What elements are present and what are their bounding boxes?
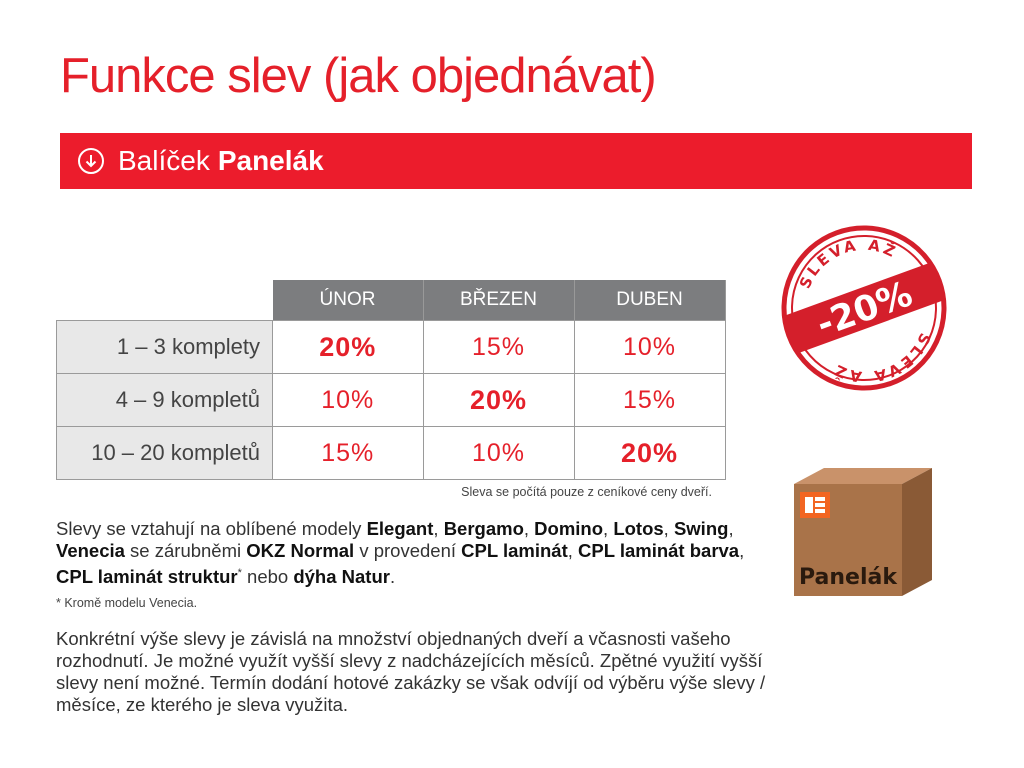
discount-stamp: SLEVA AŽ SLEVA AŽ -20%: [781, 222, 947, 394]
box-label: Panelák: [799, 565, 898, 590]
table-cell: 20%: [272, 320, 424, 374]
table-note: Sleva se počítá pouze z ceníkové ceny dv…: [461, 485, 712, 499]
section-banner: Balíček Panelák: [60, 133, 972, 189]
box-illustration: Panelák: [794, 468, 932, 596]
footnote: * Kromě modelu Venecia.: [56, 596, 198, 610]
stamp-value: -20%: [812, 274, 918, 345]
row-label: 1 – 3 komplety: [56, 320, 273, 374]
table-cell: 10%: [272, 373, 424, 427]
page-title: Funkce slev (jak objednávat): [60, 49, 657, 103]
discount-table: ÚNOR BŘEZEN DUBEN 1 – 3 komplety 20% 15%…: [56, 280, 726, 480]
models-paragraph: Slevy se vztahují na oblíbené modely Ele…: [56, 518, 745, 588]
table-header-row: ÚNOR BŘEZEN DUBEN: [57, 280, 726, 321]
table-row: 1 – 3 komplety 20% 15% 10%: [56, 320, 726, 374]
conditions-paragraph: Konkrétní výše slevy je závislá na množs…: [56, 628, 766, 715]
table-corner: [57, 280, 273, 321]
table-cell: 20%: [422, 373, 575, 427]
column-header: ÚNOR: [272, 280, 424, 321]
table-cell: 15%: [422, 320, 575, 374]
column-header: DUBEN: [574, 280, 726, 321]
table-cell: 15%: [272, 426, 424, 480]
row-label: 10 – 20 kompletů: [56, 426, 273, 480]
table-cell: 10%: [573, 320, 726, 374]
table-row: 10 – 20 kompletů 15% 10% 20%: [56, 426, 726, 480]
circle-arrow-down-icon: [78, 148, 104, 174]
column-header: BŘEZEN: [423, 280, 575, 321]
table-cell: 10%: [422, 426, 575, 480]
banner-label-bold: Panelák: [217, 145, 324, 176]
banner-label-prefix: Balíček: [118, 145, 210, 176]
table-cell: 20%: [573, 426, 726, 480]
row-label: 4 – 9 kompletů: [56, 373, 273, 427]
table-row: 4 – 9 kompletů 10% 20% 15%: [56, 373, 726, 427]
table-cell: 15%: [573, 373, 726, 427]
